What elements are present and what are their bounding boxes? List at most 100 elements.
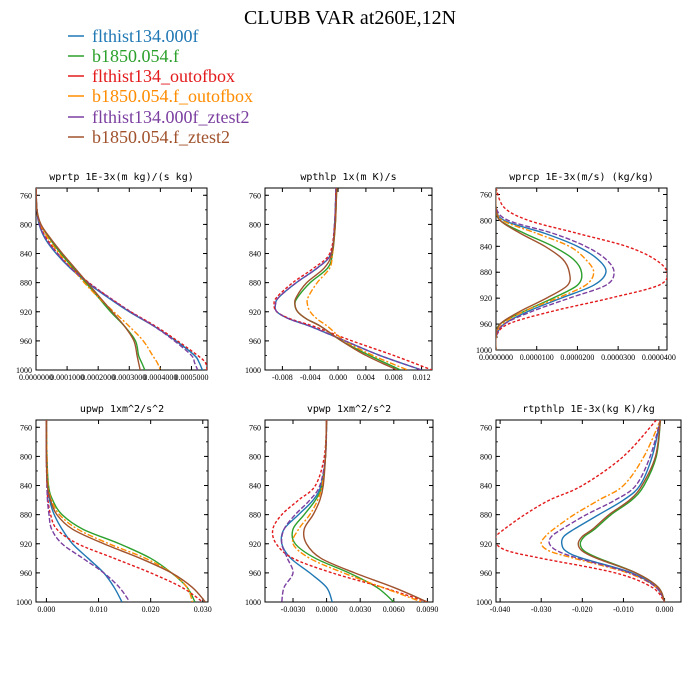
series-line <box>36 188 207 370</box>
y-tick-label: 760 <box>480 423 492 432</box>
y-tick-label: 880 <box>249 279 261 288</box>
legend-label: b1850.054.f_ztest2 <box>92 127 230 147</box>
legend-entry: b1850.054.f_ztest2 <box>68 127 230 147</box>
series-line <box>294 188 398 370</box>
series-line <box>45 420 204 602</box>
y-tick-label: 800 <box>249 220 261 229</box>
x-tick-label: 0.0090 <box>416 605 438 614</box>
panel-vpwp: vpwp 1xm^2/s^2 760 800 840 880 920 960 1000 -0.0… <box>245 404 438 614</box>
series-line <box>36 188 199 370</box>
series-line <box>280 420 328 602</box>
series-line <box>36 188 162 370</box>
x-tick-label: 0.000 <box>329 373 347 382</box>
y-tick-label: 1000 <box>16 366 32 375</box>
y-tick-label: 960 <box>20 337 32 346</box>
y-tick-label: 920 <box>249 540 261 549</box>
panel-wpthlp: wpthlp 1x(m K)/s 760 800 840 880 920 960 1000 -0… <box>245 172 433 382</box>
x-tick-label: 0.008 <box>385 373 403 382</box>
y-tick-label: 960 <box>249 569 261 578</box>
y-tick-label: 960 <box>249 337 261 346</box>
y-tick-label: 840 <box>20 482 32 491</box>
series-line <box>496 420 666 602</box>
x-tick-label: 0.0002000 <box>81 373 115 382</box>
legend-entry: b1850.054.f_outofbox <box>68 86 253 106</box>
series-line <box>560 420 666 602</box>
panel-upwp: upwp 1xm^2/s^2 760 800 840 880 920 960 1000 0.00… <box>16 404 212 614</box>
panel-rtpthlp: rtpthlp 1E-3x(kg K)/kg 760 800 840 880 920 960… <box>476 404 682 614</box>
series-line <box>45 420 206 602</box>
legend-label: b1850.054.f <box>92 46 179 66</box>
series-line <box>45 420 123 602</box>
plot-frame <box>35 187 208 371</box>
x-tick-label: -0.020 <box>572 605 593 614</box>
y-tick-label: 760 <box>249 423 261 432</box>
x-tick-label: -0.0030 <box>281 605 306 614</box>
series-line <box>291 420 395 602</box>
y-tick-label: 1000 <box>16 598 32 607</box>
y-tick-label: 920 <box>480 294 492 303</box>
series-line <box>496 188 667 350</box>
x-tick-label: 0.0000200 <box>560 353 594 362</box>
x-tick-label: -0.030 <box>531 605 552 614</box>
x-tick-label: 0.0000 <box>316 605 338 614</box>
series-line <box>496 188 607 350</box>
series-line <box>36 188 146 370</box>
y-tick-label: 800 <box>480 452 492 461</box>
series-line <box>45 420 196 602</box>
panel-title: vpwp 1xm^2/s^2 <box>307 404 391 415</box>
plot-frame <box>264 419 434 603</box>
plot-frame <box>495 419 682 603</box>
x-tick-label: 0.0000400 <box>642 353 676 362</box>
x-tick-label: 0.0004000 <box>143 373 177 382</box>
y-tick-label: 1000 <box>245 598 261 607</box>
series-line <box>548 420 666 602</box>
legend-label: b1850.054.f_outofbox <box>92 86 253 106</box>
x-tick-label: 0.000 <box>656 605 674 614</box>
legend-label: flthist134.000f_ztest2 <box>92 107 249 127</box>
series-line <box>496 188 595 350</box>
y-tick-label: 920 <box>20 308 32 317</box>
x-tick-label: -0.010 <box>613 605 634 614</box>
series-line <box>36 188 141 370</box>
y-tick-label: 1000 <box>245 366 261 375</box>
y-tick-label: 960 <box>20 569 32 578</box>
y-tick-label: 840 <box>249 250 261 259</box>
panel-title: wprcp 1E-3x(m/s) (kg/kg) <box>509 172 654 183</box>
x-tick-label: 0.000 <box>37 605 55 614</box>
x-tick-label: 0.030 <box>194 605 212 614</box>
series-line <box>496 188 615 350</box>
y-tick-label: 880 <box>20 279 32 288</box>
x-tick-label: 0.0000000 <box>19 373 53 382</box>
y-tick-label: 880 <box>20 511 32 520</box>
series-line <box>45 420 194 602</box>
y-tick-label: 840 <box>249 482 261 491</box>
y-tick-label: 880 <box>480 268 492 277</box>
y-tick-label: 880 <box>480 511 492 520</box>
panel-title: wpthlp 1x(m K)/s <box>300 172 396 183</box>
x-tick-label: -0.008 <box>272 373 293 382</box>
panel-title: upwp 1xm^2/s^2 <box>80 404 164 415</box>
panel-wprcp: wprcp 1E-3x(m/s) (kg/kg) 760 800 840 880 920 9… <box>476 172 676 362</box>
figure-title: CLUBB VAR at260E,12N <box>244 7 456 29</box>
y-tick-label: 800 <box>480 216 492 225</box>
x-tick-label: 0.0003000 <box>112 373 146 382</box>
legend-label: flthist134.000f <box>92 26 199 46</box>
y-tick-label: 760 <box>249 191 261 200</box>
legend: flthist134.000f b1850.054.f flthist134_o… <box>68 26 253 147</box>
x-tick-label: 0.0000000 <box>479 353 513 362</box>
plot-frame <box>264 187 433 371</box>
series-line <box>271 420 428 602</box>
x-tick-label: 0.020 <box>142 605 160 614</box>
y-tick-label: 760 <box>20 191 32 200</box>
y-tick-label: 840 <box>480 482 492 491</box>
y-tick-label: 1000 <box>476 598 492 607</box>
series-line <box>273 188 432 370</box>
panel-title: rtpthlp 1E-3x(kg K)/kg <box>522 404 654 415</box>
y-tick-label: 1000 <box>476 346 492 355</box>
x-tick-label: 0.010 <box>90 605 108 614</box>
x-tick-label: 0.004 <box>357 373 375 382</box>
y-tick-label: 920 <box>480 540 492 549</box>
y-tick-label: 760 <box>480 190 492 199</box>
x-tick-label: 0.0005000 <box>174 373 208 382</box>
x-tick-label: 0.0000100 <box>520 353 554 362</box>
